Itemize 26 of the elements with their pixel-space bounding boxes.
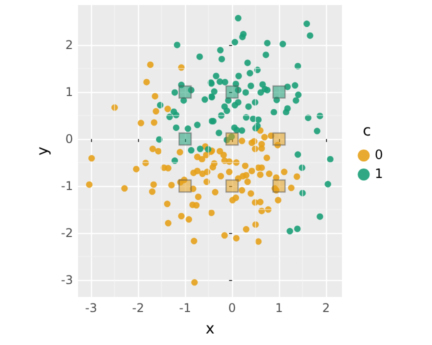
point [225,85,239,99]
y-tick-label: -2 [61,226,73,240]
x-tick-label: -2 [132,301,144,315]
legend-title: c [362,122,372,140]
point [178,132,192,146]
x-axis-title: x [206,320,215,338]
point [272,85,286,99]
y-tick-label: 2 [65,38,73,52]
y-tick-label: -3 [61,273,73,288]
x-tick-label: -3 [85,301,98,315]
point [178,179,192,193]
y-tick-label: 0 [65,132,73,146]
legend-label: 1 [374,167,384,182]
x-tick-label: 0 [228,301,236,315]
y-tick-label: -1 [61,179,73,194]
x-tick-label: 1 [275,301,283,315]
x-tick-label: 2 [322,301,330,315]
point [225,179,239,193]
point [272,179,286,193]
x-tick-label: -1 [179,301,192,315]
legend-label: 0 [374,148,384,163]
point [225,132,239,146]
y-tick-label: 1 [65,84,73,99]
point [178,85,192,99]
y-axis-title: y [34,146,52,156]
point [272,132,286,146]
